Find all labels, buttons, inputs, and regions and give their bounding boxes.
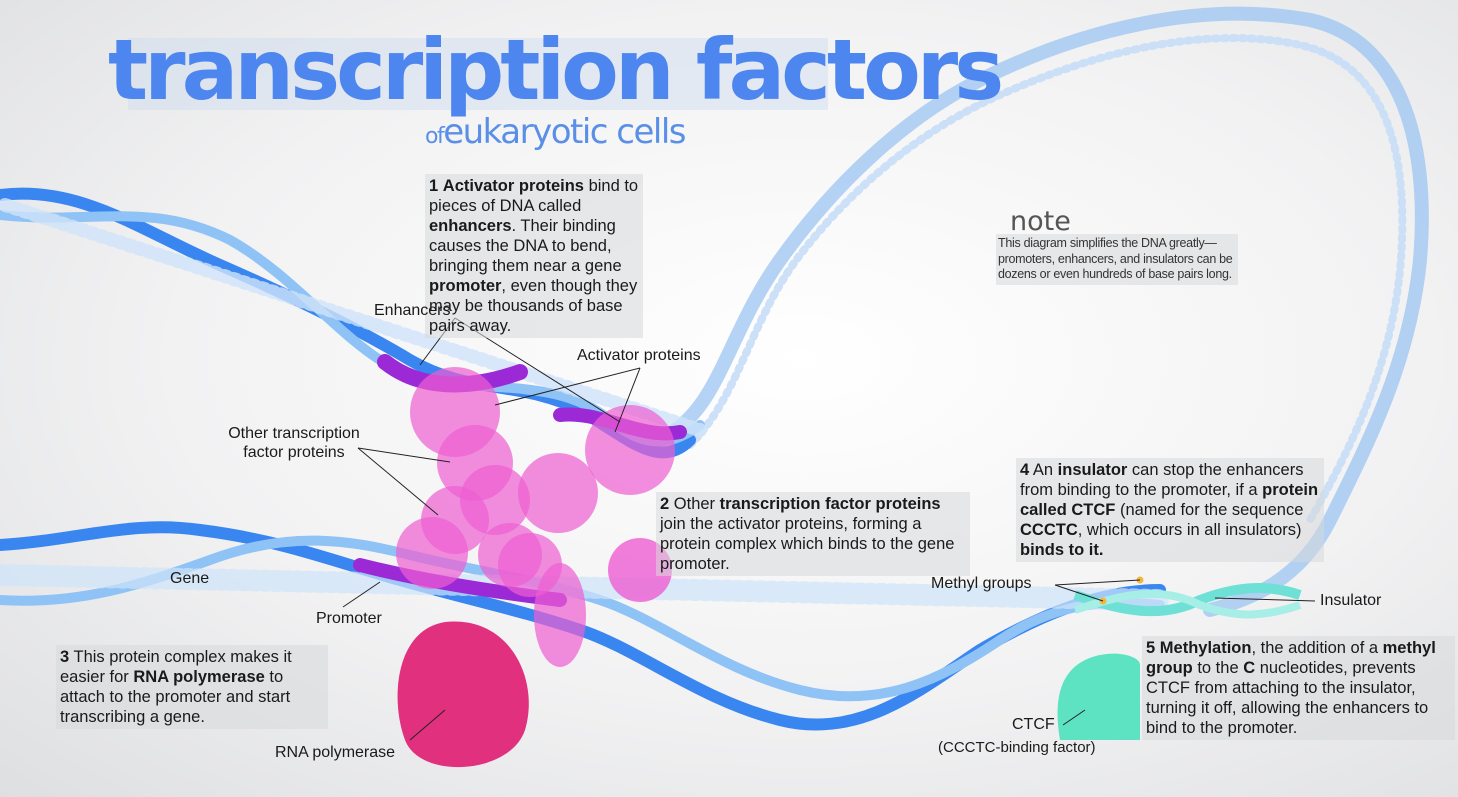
label-activator-proteins: Activator proteins <box>577 347 701 364</box>
title-highlight <box>128 38 828 110</box>
step-3-text: 3 This protein complex makes it easier f… <box>56 645 328 729</box>
tf-protein <box>518 453 598 533</box>
step-4-text: 4 An insulator can stop the enhancers fr… <box>1016 458 1324 562</box>
page-title: transcription factors <box>108 21 1004 119</box>
ctcf-protein <box>1057 653 1140 740</box>
step-1-text: 1 Activator proteins bind to pieces of D… <box>425 174 643 338</box>
label-rna-polymerase: RNA polymerase <box>275 744 396 761</box>
label-ctcf-full: (CCCTC-binding factor) <box>938 739 1096 756</box>
tf-protein <box>534 563 586 667</box>
label-gene: Gene <box>170 570 210 587</box>
label-promoter: Promoter <box>316 610 382 627</box>
page-subtitle: ofeukaryotic cells <box>425 112 687 152</box>
label-enhancers: Enhancers <box>374 302 451 319</box>
rna-polymerase <box>397 621 529 768</box>
label-insulator: Insulator <box>1320 592 1382 609</box>
label-ctcf: CTCF <box>1012 716 1055 733</box>
step-2-text: 2 Other transcription factor proteins jo… <box>656 492 970 576</box>
subtitle-of: of <box>425 124 445 149</box>
step-5-text: 5 Methylation, the addition of a methyl … <box>1142 636 1455 740</box>
note-heading: note <box>1010 206 1071 237</box>
insulator-segment <box>1073 583 1302 619</box>
activator-protein <box>585 405 675 495</box>
label-other-tf: Other transcription factor proteins <box>228 425 360 461</box>
subtitle-text: eukaryotic cells <box>443 112 686 152</box>
note-text: This diagram simplifies the DNA greatly—… <box>996 234 1238 285</box>
tf-protein <box>396 517 468 589</box>
label-methyl-groups: Methyl groups <box>931 575 1032 592</box>
dna-upper-loop <box>668 6 1429 617</box>
protein-complex <box>396 367 675 667</box>
